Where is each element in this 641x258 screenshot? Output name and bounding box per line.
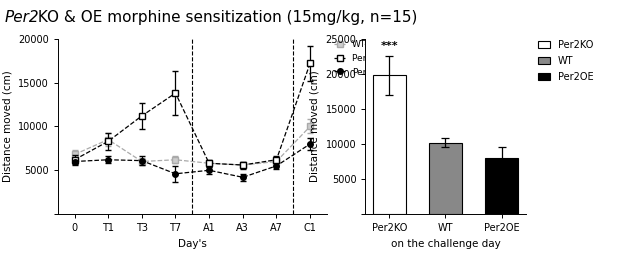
X-axis label: on the challenge day: on the challenge day <box>390 239 501 249</box>
Text: KO & OE morphine sensitization (15mg/kg, n=15): KO & OE morphine sensitization (15mg/kg,… <box>33 10 417 25</box>
Legend: Per2KO, WT, Per2OE: Per2KO, WT, Per2OE <box>538 40 594 82</box>
Text: ***: *** <box>381 41 398 51</box>
X-axis label: Day's: Day's <box>178 239 207 249</box>
Bar <box>372 75 406 214</box>
Bar <box>429 143 462 214</box>
Text: Per2 KO & OE morphine sensitization (15mg/kg, n=15): Per2 KO & OE morphine sensitization (15m… <box>0 10 419 25</box>
Y-axis label: Distance moved (cm): Distance moved (cm) <box>310 70 320 182</box>
Legend: WT-m(M-M), Per2KO (M-M), Per2OE(M-M): WT-m(M-M), Per2KO (M-M), Per2OE(M-M) <box>334 40 413 77</box>
Y-axis label: Distance moved (cm): Distance moved (cm) <box>3 70 12 182</box>
Text: Per2: Per2 <box>5 10 40 25</box>
Bar <box>485 158 519 214</box>
